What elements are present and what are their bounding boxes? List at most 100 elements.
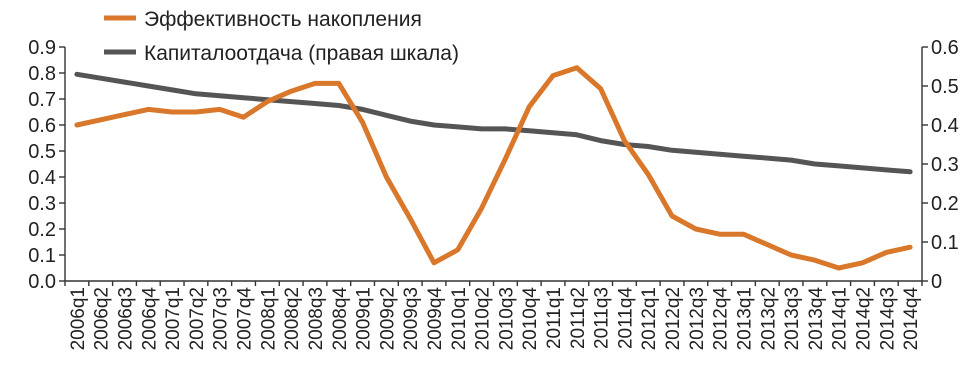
left-y-tick-label: 0.8: [28, 63, 56, 85]
data-point-capital: [75, 73, 79, 76]
data-point-efficiency: [908, 246, 912, 249]
x-tick-label: 2006q4: [139, 287, 160, 351]
left-y-tick-label: 0.4: [28, 167, 56, 189]
x-tick-label: 2008q3: [306, 287, 327, 350]
left-y-tick-label: 0.5: [28, 141, 56, 163]
data-point-efficiency: [290, 90, 293, 93]
data-point-efficiency: [409, 217, 412, 220]
x-tick-label: 2008q2: [282, 287, 303, 350]
data-point-capital: [385, 114, 388, 117]
right-y-tick-label: 0.5: [931, 76, 959, 98]
data-point-efficiency: [742, 233, 745, 236]
data-point-capital: [170, 88, 174, 92]
x-tick-label: 2008q1: [258, 287, 279, 350]
right-y-tick-label: 0: [931, 271, 942, 293]
data-point-capital: [861, 166, 864, 170]
left-y-tick-label: 0.9: [28, 37, 56, 59]
data-point-efficiency: [242, 116, 245, 119]
data-point-capital: [908, 170, 912, 173]
data-point-efficiency: [385, 175, 388, 179]
data-point-capital: [456, 125, 459, 129]
data-point-efficiency: [170, 110, 174, 114]
data-point-efficiency: [480, 207, 483, 210]
x-tick-label: 2010q4: [520, 287, 541, 351]
data-point-efficiency: [147, 108, 150, 111]
x-tick-label: 2006q3: [116, 287, 137, 350]
x-tick-label: 2011q2: [568, 287, 589, 349]
data-point-capital: [290, 100, 293, 103]
data-point-capital: [718, 153, 721, 156]
x-tick-label: 2014q3: [877, 287, 898, 350]
data-point-efficiency: [718, 233, 721, 236]
data-point-efficiency: [99, 118, 102, 122]
data-point-efficiency: [623, 139, 626, 142]
x-tick-label: 2009q2: [377, 287, 398, 350]
left-y-tick-label: 0.1: [28, 245, 56, 267]
data-point-capital: [551, 131, 555, 134]
left-y-ticks: 0.0 0.1 0.2 0.3 0.4 0.5 0.6 0.7 0.8 0.9: [28, 37, 65, 293]
data-point-efficiency: [861, 261, 864, 264]
data-point-efficiency: [766, 243, 769, 246]
data-point-capital: [742, 155, 745, 158]
series-line-efficiency: [74, 65, 913, 271]
x-tick-label: 2011q3: [592, 287, 613, 349]
data-point-capital: [337, 104, 340, 107]
data-point-efficiency: [337, 82, 340, 85]
x-tick-label: 2013q1: [734, 287, 755, 350]
data-point-efficiency: [885, 251, 888, 254]
x-tick-label: 2013q4: [806, 287, 827, 351]
data-point-efficiency: [361, 121, 364, 124]
data-point-capital: [361, 108, 364, 111]
x-tick-label: 2012q1: [639, 287, 660, 350]
right-y-tick-label: 0.3: [931, 154, 959, 176]
data-point-efficiency: [504, 157, 507, 160]
legend: Эффективность накопления Капиталоотдача …: [104, 8, 459, 65]
data-point-efficiency: [647, 173, 650, 176]
data-point-capital: [242, 96, 245, 99]
x-tick-label: 2011q1: [544, 287, 565, 349]
legend-label-efficiency: Эффективность накопления: [144, 8, 422, 31]
data-point-capital: [670, 149, 674, 152]
data-point-efficiency: [313, 82, 317, 85]
x-tick-label: 2012q3: [687, 287, 708, 350]
data-point-capital: [599, 139, 602, 142]
data-point-capital: [99, 77, 102, 80]
x-tick-label: 2011q4: [615, 287, 636, 349]
data-point-capital: [789, 158, 793, 162]
x-ticks: 2006q1 2006q2 2006q3 2006q4 2007q1 2007q2 2007…: [64, 281, 923, 351]
data-point-capital: [694, 151, 697, 154]
data-point-capital: [194, 92, 198, 96]
x-tick-label: 2013q2: [758, 287, 779, 350]
x-tick-label: 2014q4: [901, 287, 922, 351]
data-point-efficiency: [456, 248, 459, 251]
data-point-capital: [885, 168, 888, 172]
data-point-capital: [504, 127, 507, 131]
left-y-tick-label: 0.2: [28, 219, 56, 241]
data-point-capital: [837, 164, 840, 168]
left-y-tick-label: 0.0: [28, 271, 56, 293]
data-point-efficiency: [789, 253, 793, 257]
data-point-efficiency: [551, 74, 555, 77]
data-point-efficiency: [432, 261, 436, 264]
x-tick-label: 2013q3: [782, 287, 803, 350]
x-tick-label: 2010q1: [449, 287, 470, 350]
x-tick-label: 2006q2: [92, 287, 113, 350]
x-tick-label: 2009q1: [354, 287, 375, 350]
data-point-capital: [647, 145, 650, 148]
x-tick-label: 2007q3: [211, 287, 232, 350]
left-y-tick-label: 0.7: [28, 89, 56, 111]
data-point-capital: [123, 80, 126, 84]
x-tick-label: 2007q4: [235, 287, 256, 351]
right-y-tick-label: 0.1: [931, 232, 959, 254]
x-tick-label: 2012q2: [663, 287, 684, 350]
x-tick-label: 2014q2: [853, 287, 874, 350]
data-point-efficiency: [813, 259, 817, 262]
series-layer: [74, 65, 913, 271]
data-point-efficiency: [528, 105, 531, 109]
data-point-efficiency: [575, 66, 578, 70]
x-tick-label: 2006q1: [68, 287, 89, 350]
left-y-tick-label: 0.6: [28, 115, 56, 137]
x-tick-label: 2012q4: [711, 287, 732, 351]
data-point-efficiency: [218, 108, 221, 111]
